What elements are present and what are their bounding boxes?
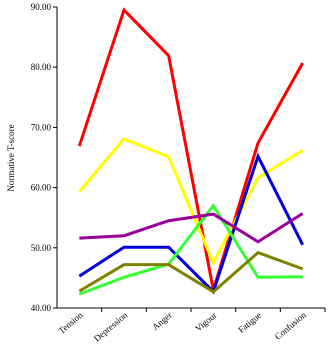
- x-tick-label: Depression: [92, 310, 130, 344]
- series-line: [78, 250, 304, 294]
- x-tick-label: Confusion: [273, 310, 309, 342]
- y-tick-label: 90.00: [31, 2, 52, 12]
- y-axis-label: Normative T-score: [6, 124, 16, 191]
- y-tick-label: 60.00: [31, 183, 52, 193]
- y-tick-label: 70.00: [31, 122, 52, 132]
- series-line: [78, 137, 304, 267]
- series-line: [77, 7, 304, 291]
- x-tick-label: Vigour: [193, 310, 219, 334]
- y-tick-label: 40.00: [31, 303, 52, 313]
- x-tick-label: Fatigue: [236, 310, 263, 335]
- series-line: [78, 152, 305, 295]
- x-tick-label: Tension: [56, 310, 85, 336]
- series-line: [78, 203, 303, 296]
- series-line: [79, 212, 304, 244]
- x-tick-label: Anger: [150, 310, 174, 332]
- y-tick-label: 50.00: [31, 243, 52, 253]
- y-tick-label: 80.00: [31, 62, 52, 72]
